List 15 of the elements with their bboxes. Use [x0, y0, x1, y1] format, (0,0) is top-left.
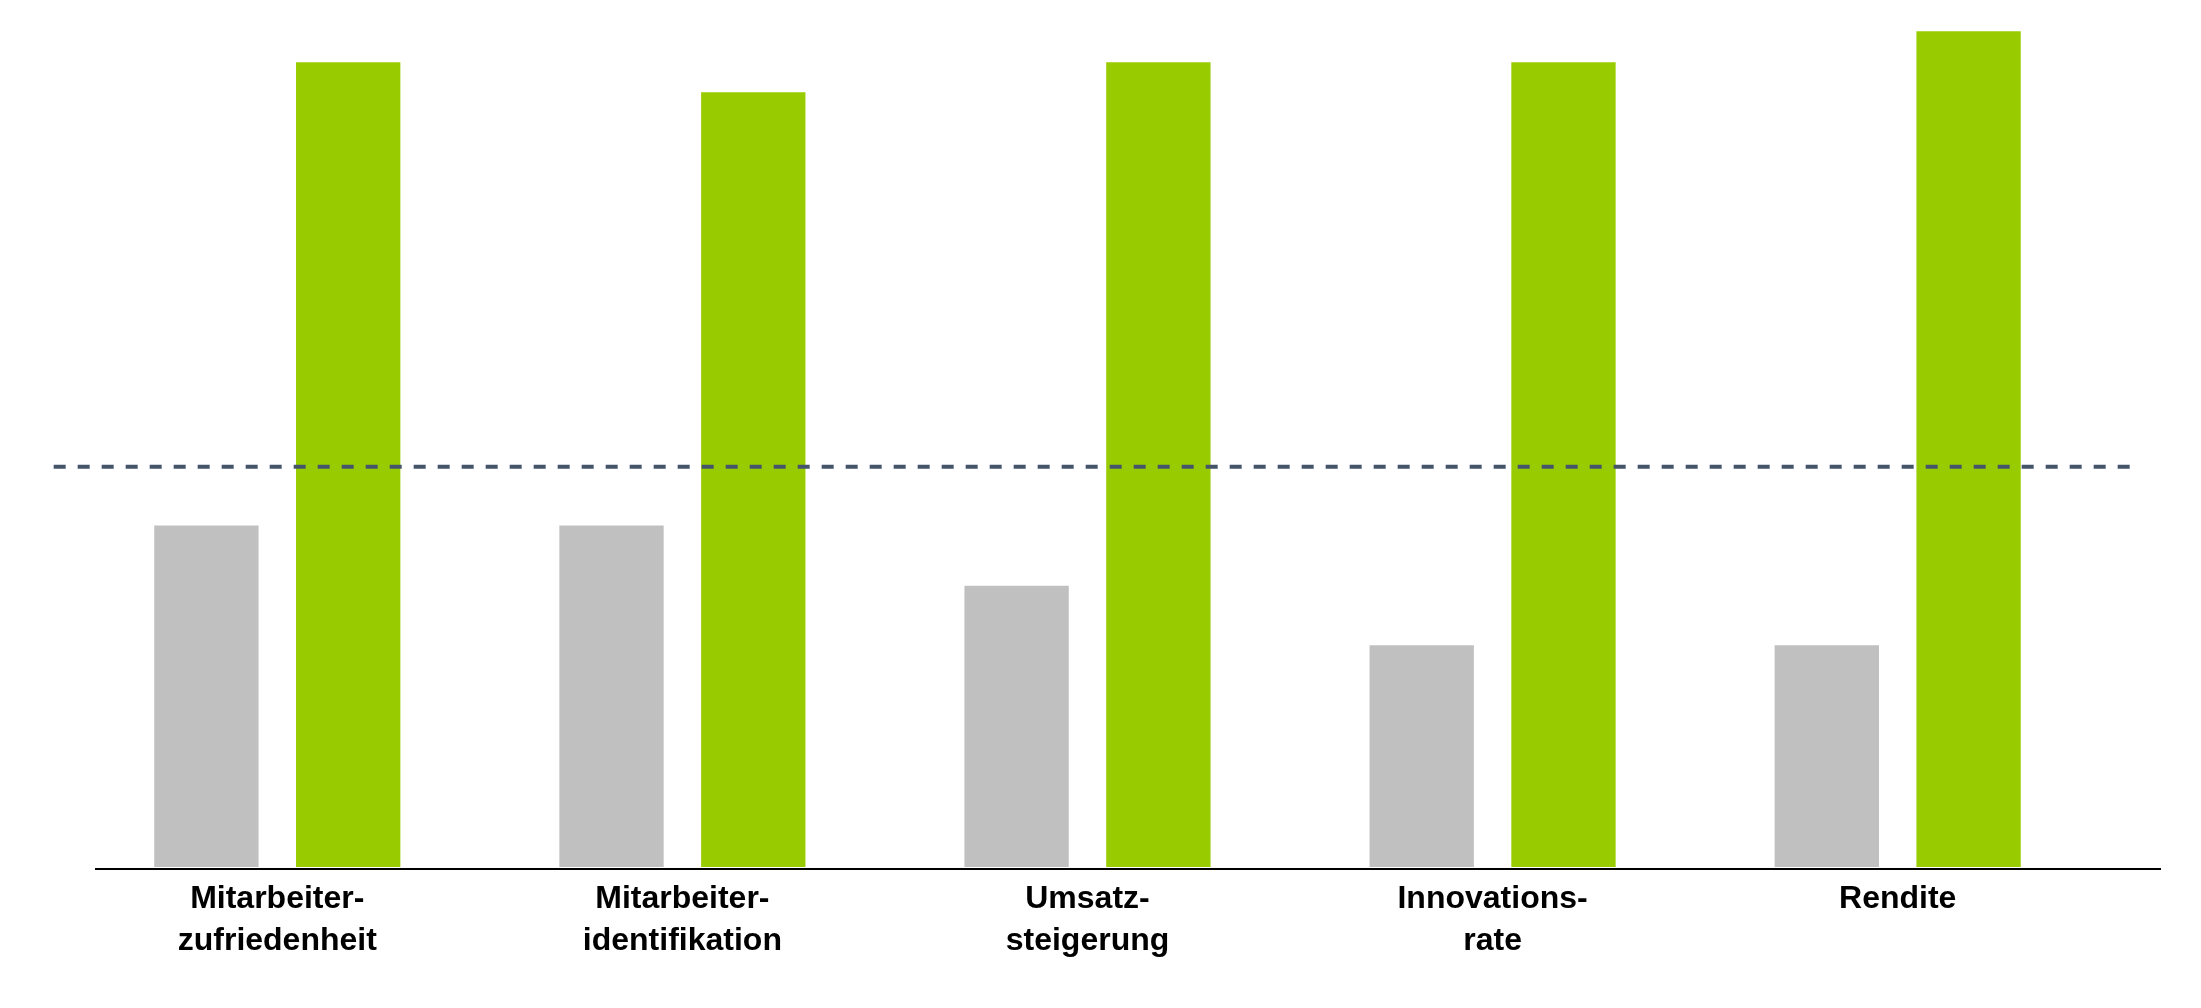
bar	[1914, 29, 2023, 868]
bar	[1509, 60, 1618, 868]
x-tick-label: Umsatz- steigerung	[1005, 879, 1170, 957]
bar	[1367, 643, 1476, 868]
x-tick-label: Innovations- rate	[1397, 879, 1588, 957]
x-tick-label: Rendite	[1839, 879, 1957, 916]
x-tick-label: Mitarbeiter- zufriedenheit	[177, 879, 378, 957]
bar	[1772, 643, 1881, 868]
bar	[699, 90, 808, 868]
bar	[294, 60, 403, 868]
bar	[557, 523, 666, 868]
x-tick-label: Mitarbeiter- identifikation	[582, 879, 782, 957]
bar	[152, 523, 261, 868]
bar	[1104, 60, 1213, 868]
bar	[962, 583, 1071, 868]
